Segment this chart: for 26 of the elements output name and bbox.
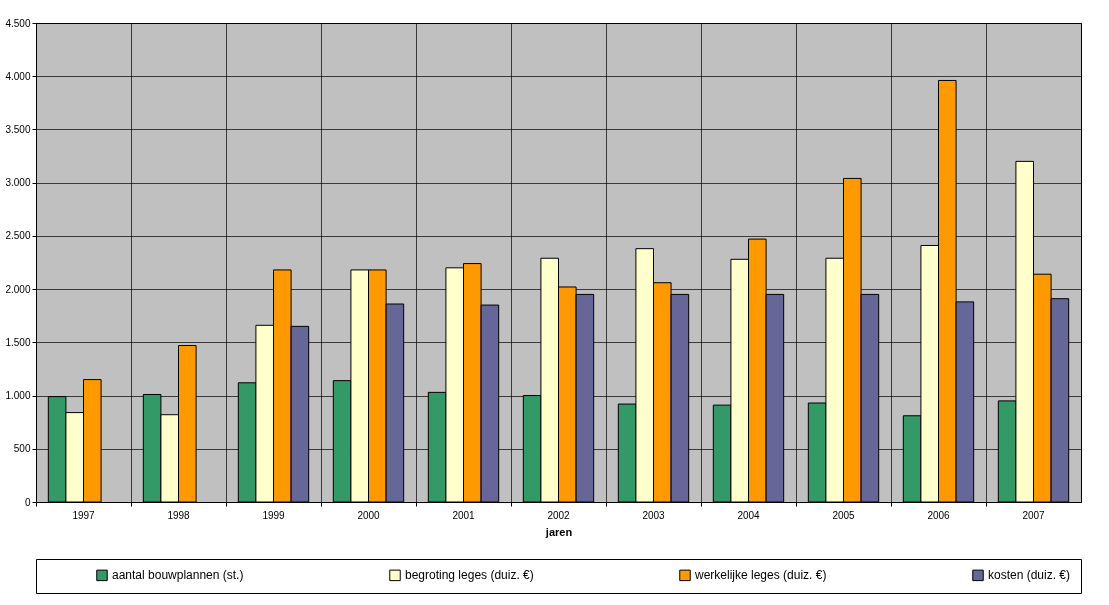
x-tick-label: 2004 [737,509,761,521]
x-axis-title: jaren [544,525,573,538]
y-tick-label: 1.500 [5,336,31,348]
legend-label: begroting leges (duiz. €) [405,568,534,583]
y-tick-label: 0 [24,496,31,508]
y-tick-label: 3.000 [5,177,31,189]
y-tick-label: 2.500 [5,230,31,242]
x-tick-label: 2005 [832,509,856,521]
x-tick-label: 2002 [547,509,571,521]
x-tick-label: 2000 [357,509,381,521]
y-tick-label: 500 [13,443,31,455]
x-tick-label: 2003 [642,509,666,521]
x-tick-label: 1997 [72,509,96,521]
y-tick-label: 4.000 [5,70,31,82]
legend-label: werkelijke leges (duiz. €) [694,568,827,583]
x-tick-label: 2007 [1022,509,1046,521]
x-tick-label: 1998 [167,509,191,521]
x-tick-label: 2006 [927,509,951,521]
y-tick-label: 4.500 [5,17,31,29]
legend-label: kosten (duiz. €) [988,568,1071,583]
x-tick-label: 2001 [452,509,476,521]
y-tick-label: 3.500 [5,123,31,135]
y-tick-label: 1.000 [5,390,31,402]
x-tick-label: 1999 [262,509,286,521]
legend-label: aantal bouwplannen (st.) [112,568,244,583]
y-tick-label: 2.000 [5,283,31,295]
